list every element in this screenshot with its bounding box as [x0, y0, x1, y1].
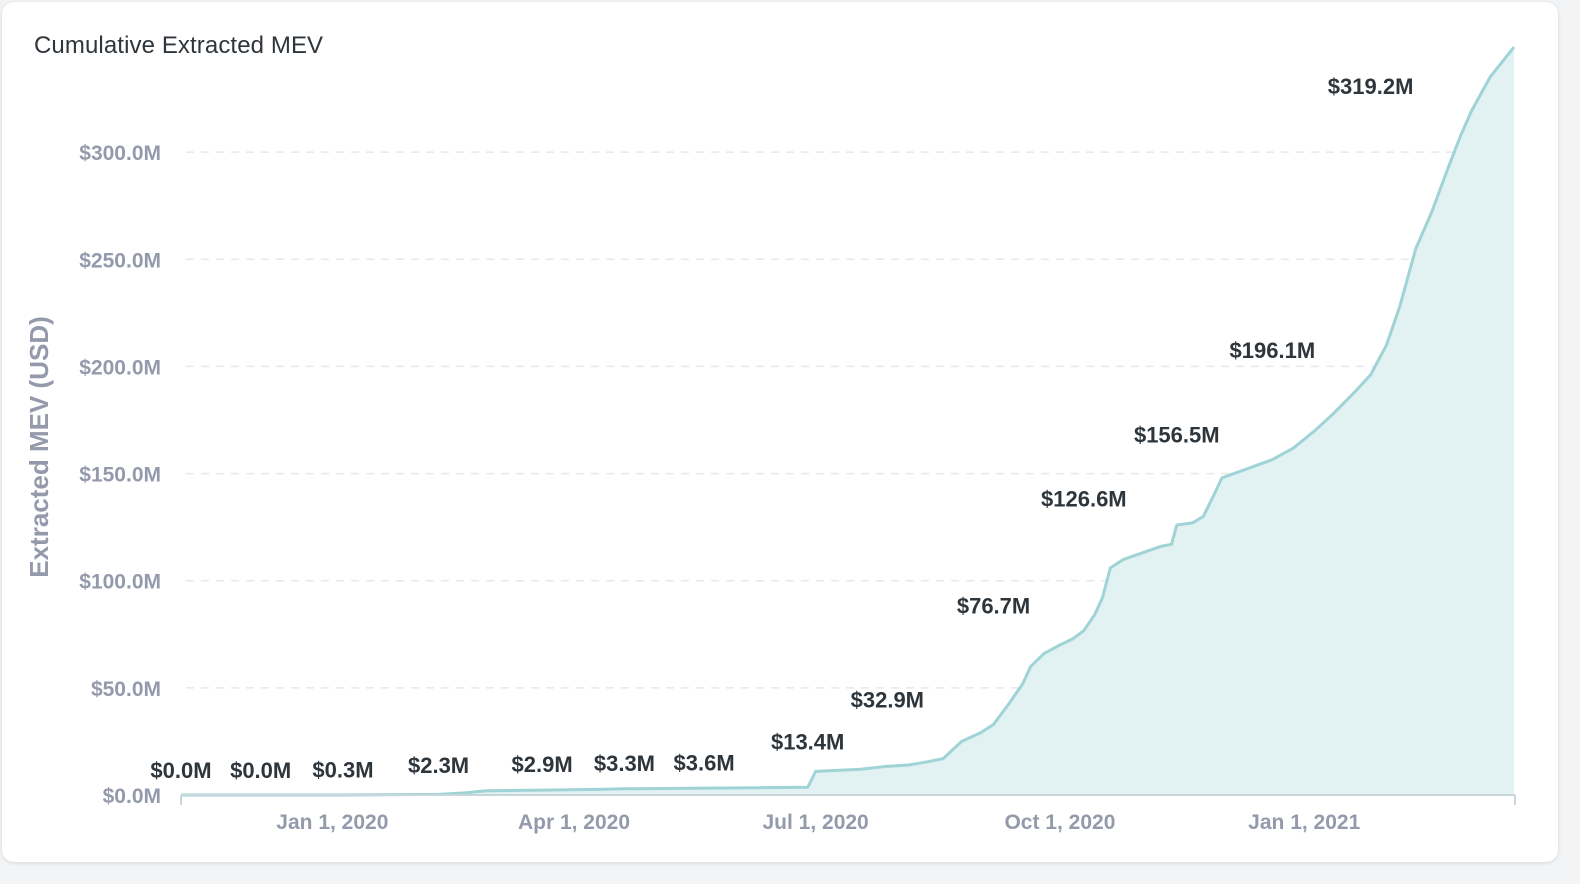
axes	[180, 794, 1516, 805]
x-tick-label: Jul 1, 2020	[763, 811, 869, 834]
chart-title: Cumulative Extracted MEV	[34, 32, 324, 59]
y-tick-label: $250.0M	[79, 249, 161, 272]
data-label: $0.0M	[150, 758, 211, 783]
x-tick-label: Jan 1, 2021	[1248, 811, 1360, 834]
series-line	[181, 46, 1516, 797]
chart-card: Cumulative Extracted MEV	[2, 2, 1558, 862]
data-label: $0.3M	[312, 757, 373, 782]
data-label: $196.1M	[1230, 338, 1316, 363]
data-label: $3.6M	[674, 750, 735, 775]
x-tick-label: Jan 1, 2020	[276, 811, 388, 834]
x-tick-label: Apr 1, 2020	[518, 811, 630, 834]
y-axis-ticks: $0.0M $50.0M $100.0M $150.0M $200.0M $250.0M $…	[79, 142, 161, 808]
data-labels: $0.0M $0.0M $0.3M $2.3M $2.9M $3.3M $3.6M $13.4…	[150, 74, 1413, 783]
data-label: $126.6M	[1041, 487, 1127, 512]
y-tick-label: $0.0M	[103, 785, 161, 808]
y-tick-label: $300.0M	[79, 142, 161, 165]
data-label: $2.9M	[512, 752, 573, 777]
data-label: $32.9M	[851, 688, 924, 713]
area-fill	[181, 47, 1514, 796]
data-label: $156.5M	[1134, 423, 1220, 448]
y-axis-label: Extracted MEV (USD)	[24, 316, 54, 578]
y-tick-label: $200.0M	[79, 356, 161, 379]
data-label: $319.2M	[1328, 74, 1414, 99]
gridlines	[186, 151, 1514, 689]
data-label: $0.0M	[230, 758, 291, 783]
x-axis-ticks: Jan 1, 2020 Apr 1, 2020 Jul 1, 2020 Oct 1, …	[276, 811, 1360, 834]
y-tick-label: $50.0M	[91, 678, 161, 701]
y-tick-label: $150.0M	[79, 464, 161, 487]
data-label: $13.4M	[771, 729, 844, 754]
data-label: $3.3M	[594, 751, 655, 776]
y-tick-label: $100.0M	[79, 571, 161, 594]
data-label: $2.3M	[408, 753, 469, 778]
data-label: $76.7M	[957, 594, 1030, 619]
x-tick-label: Oct 1, 2020	[1004, 811, 1115, 834]
